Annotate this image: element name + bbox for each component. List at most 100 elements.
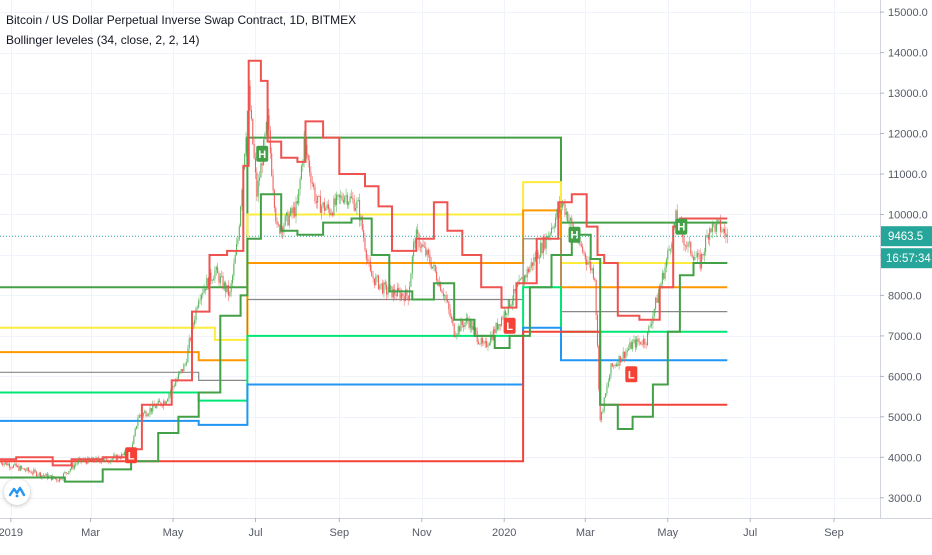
candle-body [349,196,351,203]
candle-body [611,363,613,367]
candle-body [65,472,67,474]
candle-body [164,401,166,405]
symbol-title[interactable]: Bitcoin / US Dollar Perpetual Inverse Sw… [6,13,357,27]
candle-body [22,468,24,469]
candle-body [390,286,392,288]
candle-body [400,293,403,299]
candle-body [705,237,707,252]
candle-body [75,464,77,465]
candle-body [364,238,366,250]
y-tick-label: 12000.0 [888,129,928,141]
candle-body [376,275,378,277]
candle-body [592,268,594,279]
candle-body [630,342,632,349]
marker-label: H [571,230,579,242]
candle-body [23,468,25,471]
candle-body [618,356,620,366]
candle-body [119,458,121,459]
candle-body [509,299,511,307]
candle-body [486,341,488,347]
candle-body [472,325,474,330]
candle-body [61,478,63,480]
candle-body [602,410,604,412]
candle-body [696,253,699,257]
candle-body [295,201,297,217]
candle-body [483,343,485,344]
candle-body [549,233,551,235]
candle-body [257,180,259,197]
candle-body [371,271,373,277]
candle-body [594,278,596,280]
y-tick-label: 5000.0 [888,412,922,424]
candle-body [11,467,13,469]
marker-l[interactable] [125,447,138,464]
candle-body [450,316,453,319]
candle-body [142,413,144,416]
candle-body [44,475,46,477]
marker-l[interactable] [625,366,638,383]
candle-body [72,464,74,469]
x-tick-label: Mar [576,527,595,539]
candle-body [273,190,275,208]
candle-body [144,411,146,414]
candle-body [226,285,228,293]
candle-body [518,279,520,285]
candle-body [717,220,719,222]
candle-body [315,201,317,203]
candle-body [237,239,239,244]
candle-body [177,373,179,379]
marker-h[interactable] [256,145,269,162]
candle-body [84,459,86,462]
marker-l[interactable] [503,317,516,334]
x-tick-label: Jul [743,527,757,539]
candle-body [14,463,16,465]
candle-body [492,329,494,340]
candle-body [440,282,442,291]
candle-body [272,175,274,191]
candle-body [184,364,186,365]
candle-body [54,478,56,479]
candle-body [261,163,263,166]
candle-body [582,246,584,252]
candle-body [380,283,382,285]
y-tick-label: 3000.0 [888,493,922,505]
candle-body [246,111,248,138]
marker-h[interactable] [675,218,688,235]
candle-body [600,411,603,421]
candle-body [607,381,609,387]
tradingview-logo-icon[interactable] [4,479,30,505]
candle-body [404,289,407,301]
candle-body [587,262,589,265]
candle-body [85,461,88,464]
candle-body [110,459,112,463]
candle-body [361,216,363,230]
candle-body [168,394,170,400]
last-price-tag[interactable] [881,226,932,247]
candle-body [382,283,384,294]
candle-body [196,307,198,309]
candle-body [200,294,202,300]
candle-body [38,472,40,476]
candle-body [121,454,123,459]
marker-label: L [506,321,513,333]
candle-body [57,480,59,482]
candle-body [12,465,15,468]
marker-h[interactable] [568,226,581,243]
candle-body [553,226,555,228]
candle-body [560,203,562,208]
candle-body [33,469,35,474]
candle-body [513,289,515,301]
candle-body [236,243,238,255]
candle-body [583,251,585,254]
candle-body [204,288,207,291]
candle-body [250,109,252,119]
x-tick-label: 2019 [0,527,23,539]
candle-body [434,264,436,272]
candle-body [628,348,630,351]
candle-body [307,155,309,161]
indicator-title[interactable]: Bollinger leveles (34, close, 2, 2, 14) [6,33,200,47]
candle-body [234,255,236,264]
candle-body [368,260,370,262]
